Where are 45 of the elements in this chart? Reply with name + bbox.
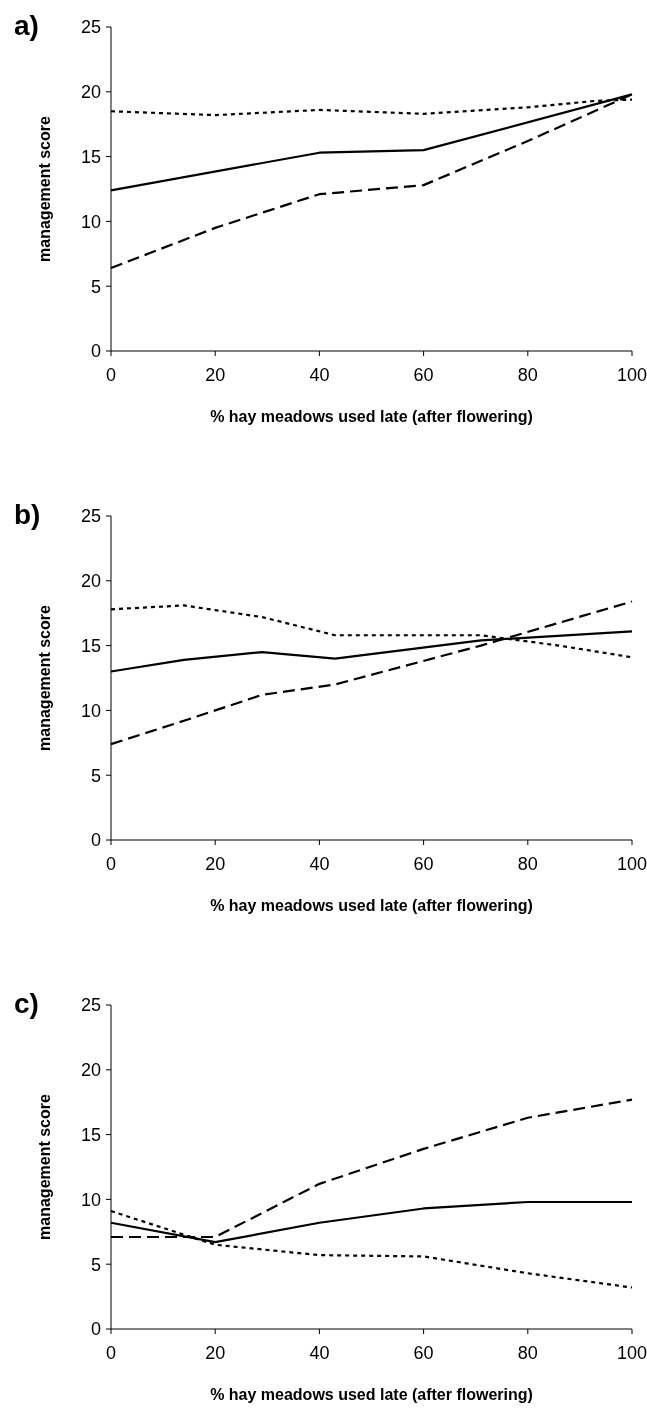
y-tick-label: 0 <box>90 341 101 362</box>
y-axis-title: management score <box>36 1093 53 1240</box>
x-tick-label: 60 <box>413 854 434 874</box>
x-tick-label: 20 <box>205 365 226 385</box>
y-tick-label: 25 <box>80 17 101 38</box>
x-tick-label: 0 <box>105 854 117 874</box>
x-axis-title: % hay meadows used late (after flowering) <box>210 1386 533 1403</box>
x-tick-label: 20 <box>205 854 226 874</box>
y-tick-label: 5 <box>90 276 101 297</box>
y-tick-label: 15 <box>80 146 101 167</box>
y-tick-label: 10 <box>80 1189 101 1210</box>
y-tick-label: 10 <box>80 211 101 232</box>
y-tick-label: 15 <box>80 635 101 656</box>
chart-title: a) <box>14 10 39 41</box>
x-tick-label: 80 <box>517 1343 538 1363</box>
y-tick-label: 5 <box>90 1254 101 1275</box>
x-tick-label: 20 <box>205 1343 226 1363</box>
x-tick-label: 100 <box>616 1343 647 1363</box>
y-tick-label: 0 <box>90 830 101 851</box>
x-tick-label: 80 <box>517 854 538 874</box>
x-tick-label: 60 <box>413 365 434 385</box>
x-tick-label: 40 <box>309 854 330 874</box>
x-tick-label: 60 <box>413 1343 434 1363</box>
y-tick-label: 0 <box>90 1319 101 1340</box>
x-axis-title: % hay meadows used late (after flowering) <box>210 897 533 914</box>
y-tick-label: 20 <box>80 571 101 592</box>
y-tick-label: 20 <box>80 82 101 103</box>
x-tick-label: 100 <box>616 365 647 385</box>
x-tick-label: 40 <box>309 1343 330 1363</box>
y-tick-label: 10 <box>80 700 101 721</box>
x-tick-label: 80 <box>517 365 538 385</box>
chart-title: c) <box>14 988 39 1019</box>
x-tick-label: 0 <box>105 365 117 385</box>
x-tick-label: 100 <box>616 854 647 874</box>
y-tick-label: 20 <box>80 1060 101 1081</box>
y-tick-label: 5 <box>90 765 101 786</box>
y-axis-title: management score <box>36 604 53 751</box>
y-tick-label: 25 <box>80 506 101 527</box>
chart-title: b) <box>14 499 41 530</box>
y-axis-title: management score <box>36 115 53 262</box>
x-axis-title: % hay meadows used late (after flowering) <box>210 408 533 425</box>
y-tick-label: 15 <box>80 1124 101 1145</box>
x-tick-label: 0 <box>105 1343 117 1363</box>
y-tick-label: 25 <box>80 995 101 1016</box>
x-tick-label: 40 <box>309 365 330 385</box>
